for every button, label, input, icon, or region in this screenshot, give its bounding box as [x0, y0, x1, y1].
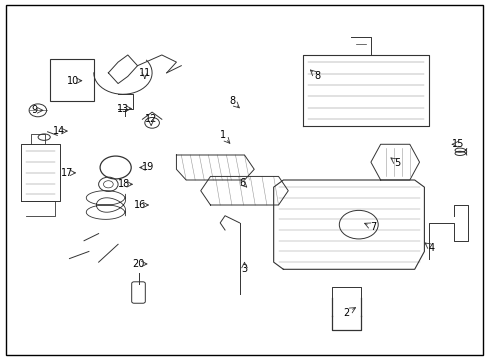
- Text: 11: 11: [139, 68, 151, 78]
- Text: 2: 2: [343, 308, 349, 318]
- Text: 19: 19: [142, 162, 154, 172]
- Text: 1: 1: [219, 130, 225, 140]
- Text: 14: 14: [53, 126, 65, 136]
- Text: 7: 7: [369, 222, 376, 232]
- Text: 4: 4: [428, 243, 434, 253]
- Text: 16: 16: [134, 200, 146, 210]
- Bar: [50, 59, 94, 102]
- Text: 18: 18: [118, 179, 130, 189]
- Text: 3: 3: [241, 264, 247, 274]
- Text: 8: 8: [314, 71, 320, 81]
- Text: 20: 20: [132, 259, 144, 269]
- Text: 6: 6: [239, 177, 244, 188]
- Text: 17: 17: [61, 168, 73, 178]
- Text: 10: 10: [67, 76, 80, 86]
- Text: 13: 13: [117, 104, 129, 113]
- Text: 5: 5: [394, 158, 400, 168]
- Text: 9: 9: [31, 105, 38, 115]
- Text: 15: 15: [451, 139, 464, 149]
- Text: 12: 12: [144, 114, 157, 124]
- Text: 8: 8: [229, 96, 235, 107]
